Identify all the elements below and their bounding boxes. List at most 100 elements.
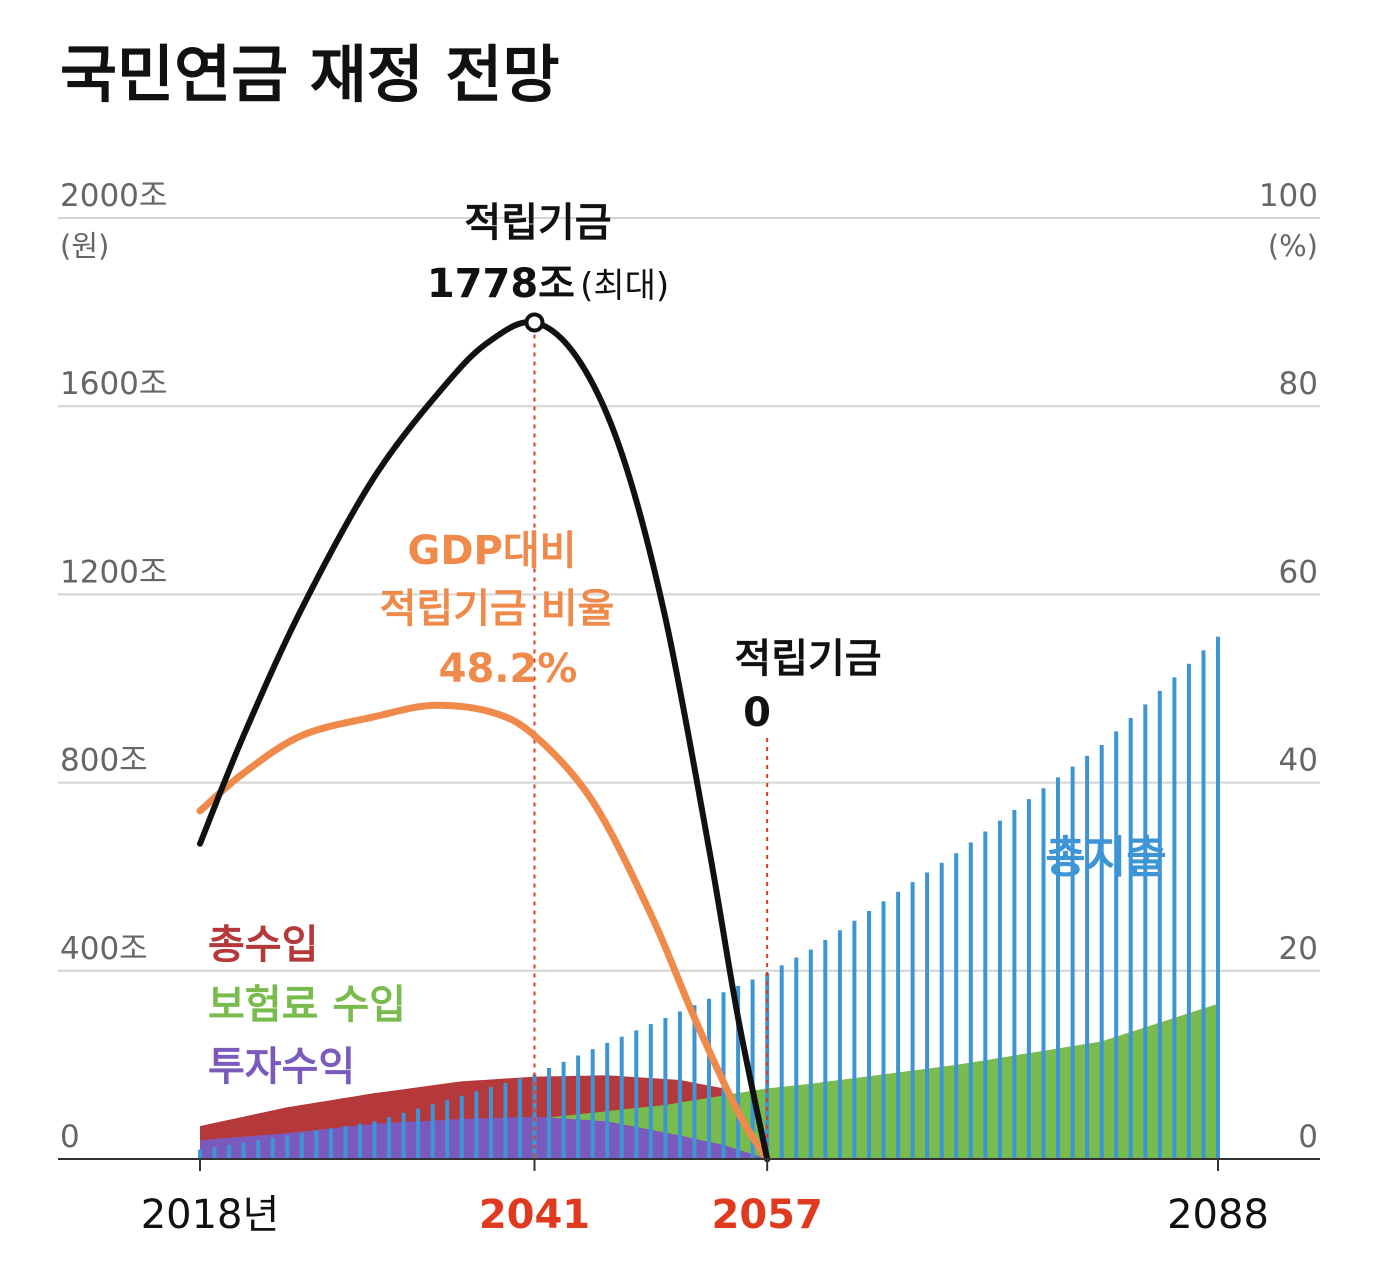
expenditure-bar: [619, 1036, 624, 1159]
expenditure-label: 총지출: [1045, 832, 1166, 883]
right-tick-label: 20: [1279, 931, 1318, 967]
expenditure-bar: [532, 1074, 537, 1159]
peak-value: 1778조: [427, 261, 575, 307]
expenditure-bar: [881, 901, 886, 1159]
expenditure-bar: [1128, 717, 1133, 1159]
expenditure-bar: [328, 1128, 333, 1159]
peak-value-suffix: (최대): [580, 266, 669, 306]
expenditure-bar: [517, 1078, 522, 1159]
expenditure-bar: [474, 1091, 479, 1159]
right-tick-label: 80: [1279, 366, 1318, 402]
income-areas: [200, 1003, 1218, 1159]
ratio-label-value: 48.2%: [439, 646, 578, 692]
expenditure-bar: [808, 949, 813, 1159]
depletion-label-line1: 적립기금: [734, 636, 881, 682]
left-tick-label: 2000조: [60, 178, 167, 214]
expenditure-bar: [576, 1055, 581, 1159]
expenditure-bar: [241, 1142, 246, 1159]
expenditure-bar: [605, 1042, 610, 1159]
expenditure-bar: [867, 911, 871, 1159]
expenditure-bar: [1012, 809, 1017, 1159]
expenditure-bar: [1085, 755, 1090, 1159]
expenditure-bar: [387, 1117, 392, 1159]
expenditure-bar: [648, 1024, 653, 1159]
expenditure-bar: [750, 979, 755, 1159]
expenditure-bar: [707, 998, 711, 1159]
left-tick-label: 1600조: [60, 366, 167, 402]
expenditure-bar: [1143, 704, 1148, 1159]
left-tick-label: 800조: [60, 743, 148, 779]
expenditure-bar: [779, 965, 784, 1159]
expenditure-bar: [1157, 690, 1162, 1159]
expenditure-bar: [590, 1049, 595, 1159]
expenditure-bar: [968, 842, 973, 1159]
series-lines: [196, 312, 771, 1163]
expenditure-bar: [561, 1061, 566, 1159]
expenditure-bar: [401, 1112, 406, 1159]
expenditure-bar: [837, 930, 842, 1159]
legend-total-income: 총수입: [208, 922, 318, 968]
expenditure-bar: [547, 1068, 551, 1159]
right-tick-label: 0: [1298, 1119, 1318, 1155]
expenditure-bar: [983, 831, 988, 1159]
legend: 총수입 보험료 수입 투자수익: [208, 922, 406, 1090]
left-tick-label: 0: [60, 1119, 80, 1155]
expenditure-bar: [677, 1011, 682, 1159]
x-tick-label: 2057: [712, 1192, 823, 1238]
expenditure-bar: [503, 1082, 508, 1159]
expenditure-bars: [198, 636, 1220, 1159]
right-tick-label: 60: [1279, 554, 1318, 590]
ratio-label-line1: GDP대비: [408, 528, 577, 574]
peak-label-line2: 1778조 (최대): [427, 261, 669, 307]
x-tick-label: 2018년: [141, 1192, 280, 1238]
expenditure-bar: [1026, 799, 1031, 1159]
ratio-label-line2: 적립기금 비율: [380, 586, 615, 632]
depletion-annotation: 적립기금 0: [734, 636, 881, 736]
expenditure-bar: [1056, 777, 1060, 1159]
right-y-axis: 0 20 40 60 80 100 (%): [1259, 178, 1318, 1155]
expenditure-bar: [939, 862, 944, 1159]
left-tick-label: 1200조: [60, 554, 167, 590]
peak-annotation: 적립기금 1778조 (최대): [427, 200, 669, 307]
legend-investment-income: 투자수익: [208, 1044, 355, 1090]
x-tick-label: 2041: [479, 1192, 590, 1238]
investment-income-area: [200, 1116, 768, 1159]
expenditure-bar: [299, 1133, 304, 1159]
expenditure-bar: [925, 872, 930, 1159]
expenditure-bar: [736, 985, 741, 1159]
expenditure-bar: [852, 920, 857, 1159]
expenditure-bar: [997, 820, 1002, 1159]
gridlines: [58, 217, 1320, 972]
left-axis-unit: (원): [60, 229, 109, 263]
expenditure-bar: [1201, 650, 1206, 1159]
expenditure-bar: [910, 882, 915, 1159]
peak-marker: [524, 312, 545, 333]
expenditure-bar: [692, 1005, 697, 1159]
depletion-label-value: 0: [743, 690, 771, 736]
x-axis-ticks: 2018년 2041 2057 2088: [141, 1159, 1269, 1238]
expenditure-bar: [1041, 788, 1046, 1159]
expenditure-bar: [1172, 677, 1177, 1159]
expenditure-bar: [765, 973, 770, 1159]
expenditure-bar: [212, 1147, 217, 1159]
premium-income-area: [200, 1003, 1218, 1159]
expenditure-bar: [634, 1030, 639, 1159]
expenditure-bar: [343, 1126, 348, 1159]
expenditure-bar: [794, 957, 799, 1159]
expenditure-bar: [954, 853, 959, 1159]
expenditure-bar: [1099, 745, 1104, 1159]
expenditure-bar: [227, 1144, 232, 1159]
expenditure-bar: [256, 1140, 261, 1159]
expenditure-bar: [416, 1108, 421, 1159]
expenditure-bar: [314, 1130, 319, 1159]
x-tick-label: 2088: [1167, 1192, 1269, 1238]
expenditure-bar: [270, 1137, 275, 1159]
legend-premium-income: 보험료 수입: [208, 982, 406, 1028]
right-axis-unit: (%): [1268, 229, 1318, 263]
expenditure-bar: [896, 891, 901, 1159]
expenditure-bar: [823, 940, 828, 1159]
peak-label-line1: 적립기금: [464, 200, 611, 246]
expenditure-bar: [445, 1100, 450, 1159]
right-tick-label: 40: [1279, 743, 1318, 779]
